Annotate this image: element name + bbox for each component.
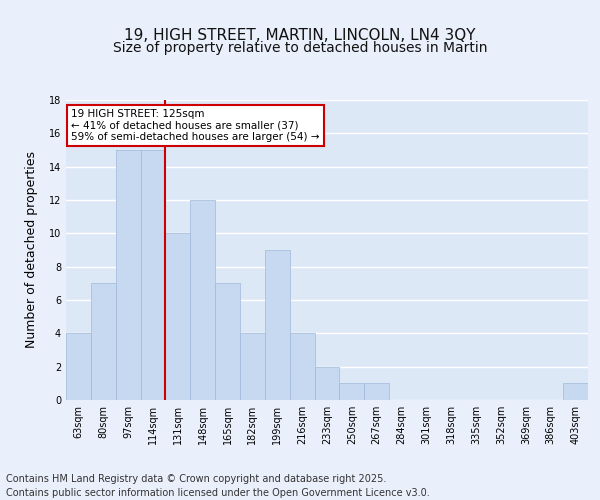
Bar	[314, 366, 340, 400]
Y-axis label: Number of detached properties: Number of detached properties	[25, 152, 38, 348]
Text: 19, HIGH STREET, MARTIN, LINCOLN, LN4 3QY: 19, HIGH STREET, MARTIN, LINCOLN, LN4 3Q…	[124, 28, 476, 42]
Bar	[190, 200, 215, 400]
Bar	[215, 284, 240, 400]
Bar	[140, 150, 166, 400]
Text: Size of property relative to detached houses in Martin: Size of property relative to detached ho…	[113, 41, 487, 55]
Bar	[340, 384, 364, 400]
Bar	[364, 384, 389, 400]
Bar	[290, 334, 314, 400]
Bar	[240, 334, 265, 400]
Bar	[116, 150, 140, 400]
Text: 19 HIGH STREET: 125sqm
← 41% of detached houses are smaller (37)
59% of semi-det: 19 HIGH STREET: 125sqm ← 41% of detached…	[71, 109, 320, 142]
Bar	[91, 284, 116, 400]
Text: Contains HM Land Registry data © Crown copyright and database right 2025.
Contai: Contains HM Land Registry data © Crown c…	[6, 474, 430, 498]
Bar	[563, 384, 588, 400]
Bar	[166, 234, 190, 400]
Bar	[66, 334, 91, 400]
Bar	[265, 250, 290, 400]
